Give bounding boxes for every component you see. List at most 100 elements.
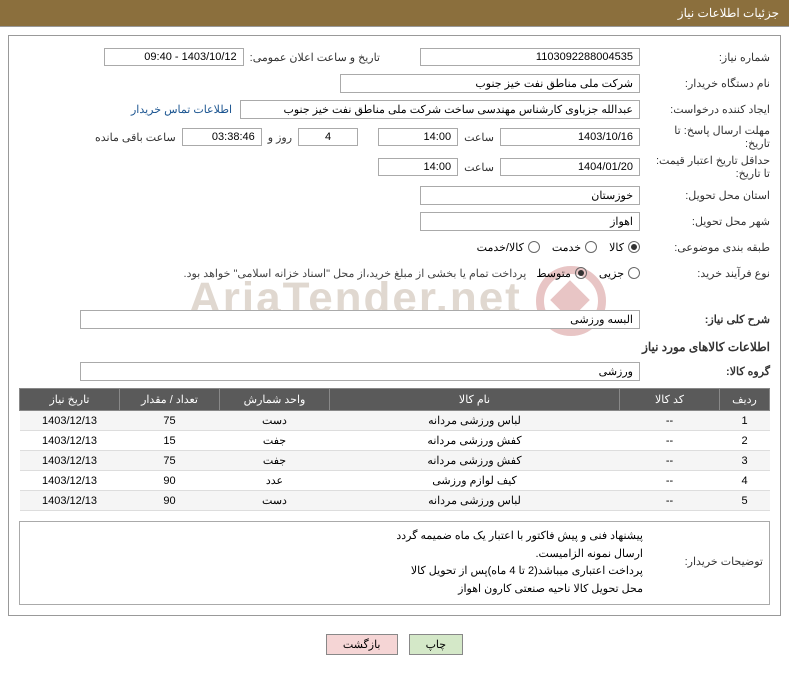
days-suffix: روز و xyxy=(268,131,292,144)
th-code: کد کالا xyxy=(620,389,720,411)
desc-line-3: پرداخت اعتباری میباشد(2 تا 4 ماه)پس از ت… xyxy=(26,563,643,581)
table-cell: کیف لوازم ورزشی xyxy=(330,471,620,491)
table-cell: 90 xyxy=(120,471,220,491)
table-row: 2--کفش ورزشی مردانهجفت151403/12/13 xyxy=(20,431,770,451)
table-cell: 75 xyxy=(120,451,220,471)
row-city: شهر محل تحویل: اهواز xyxy=(19,210,770,232)
need-number-field: 1103092288004535 xyxy=(420,48,640,66)
table-cell: -- xyxy=(620,451,720,471)
category-label: طبقه بندی موضوعی: xyxy=(640,241,770,254)
row-deadline: مهلت ارسال پاسخ: تا تاریخ: 1403/10/16 سا… xyxy=(19,124,770,150)
table-cell: 1403/12/13 xyxy=(20,451,120,471)
group-label: گروه کالا: xyxy=(640,365,770,378)
validity-time-field: 14:00 xyxy=(378,158,458,176)
desc-line-1: پیشنهاد فنی و پیش فاکتور با اعتبار یک ما… xyxy=(26,528,643,546)
th-qty: تعداد / مقدار xyxy=(120,389,220,411)
back-button[interactable]: بازگشت xyxy=(326,634,398,655)
table-cell: 5 xyxy=(720,491,770,511)
radio-khedmat-item[interactable]: خدمت xyxy=(552,241,597,254)
radio-khedmat[interactable] xyxy=(585,241,597,253)
table-cell: 4 xyxy=(720,471,770,491)
table-cell: دست xyxy=(220,491,330,511)
row-summary: شرح کلی نیاز: البسه ورزشی xyxy=(19,308,770,330)
table-cell: 1 xyxy=(720,411,770,431)
table-cell: -- xyxy=(620,491,720,511)
validity-date-field: 1404/01/20 xyxy=(500,158,640,176)
table-cell: عدد xyxy=(220,471,330,491)
radio-jozi-label: جزیی xyxy=(599,267,624,280)
goods-section-title: اطلاعات کالاهای مورد نیاز xyxy=(19,340,770,354)
requester-label: ایجاد کننده درخواست: xyxy=(640,103,770,116)
table-row: 5--لباس ورزشی مردانهدست901403/12/13 xyxy=(20,491,770,511)
city-field: اهواز xyxy=(420,212,640,231)
print-button[interactable]: چاپ xyxy=(409,634,464,655)
deadline-label: مهلت ارسال پاسخ: تا تاریخ: xyxy=(640,124,770,150)
province-label: استان محل تحویل: xyxy=(640,189,770,202)
remain-suffix: ساعت باقی مانده xyxy=(95,131,176,144)
table-cell: -- xyxy=(620,431,720,451)
row-province: استان محل تحویل: خوزستان xyxy=(19,184,770,206)
summary-label: شرح کلی نیاز: xyxy=(640,313,770,326)
process-note: پرداخت تمام یا بخشی از مبلغ خرید،از محل … xyxy=(184,267,527,280)
summary-field: البسه ورزشی xyxy=(80,310,640,329)
table-header-row: ردیف کد کالا نام کالا واحد شمارش تعداد /… xyxy=(20,389,770,411)
table-row: 3--کفش ورزشی مردانهجفت751403/12/13 xyxy=(20,451,770,471)
radio-kala-khedmat[interactable] xyxy=(528,241,540,253)
row-buyer-org: نام دستگاه خریدار: شرکت ملی مناطق نفت خی… xyxy=(19,72,770,94)
table-cell: -- xyxy=(620,471,720,491)
validity-label: حداقل تاریخ اعتبار قیمت: تا تاریخ: xyxy=(640,154,770,180)
table-cell: دست xyxy=(220,411,330,431)
province-field: خوزستان xyxy=(420,186,640,205)
table-cell: 75 xyxy=(120,411,220,431)
radio-motevasset-label: متوسط xyxy=(536,267,571,280)
radio-jozi-item[interactable]: جزیی xyxy=(599,267,640,280)
table-cell: 1403/12/13 xyxy=(20,471,120,491)
table-cell: جفت xyxy=(220,431,330,451)
page-header: جزئیات اطلاعات نیاز xyxy=(0,0,789,27)
row-process: نوع فرآیند خرید: جزیی متوسط پرداخت تمام … xyxy=(19,262,770,284)
table-row: 1--لباس ورزشی مردانهدست751403/12/13 xyxy=(20,411,770,431)
table-cell: کفش ورزشی مردانه xyxy=(330,451,620,471)
need-number-label: شماره نیاز: xyxy=(640,51,770,64)
radio-motevasset[interactable] xyxy=(575,267,587,279)
radio-khedmat-label: خدمت xyxy=(552,241,581,254)
desc-line-4: محل تحویل کالا ناحیه صنعتی کارون اهواز xyxy=(26,581,643,599)
table-cell: 90 xyxy=(120,491,220,511)
radio-kala[interactable] xyxy=(628,241,640,253)
contact-link[interactable]: اطلاعات تماس خریدار xyxy=(131,103,232,116)
table-cell: لباس ورزشی مردانه xyxy=(330,411,620,431)
radio-kala-label: کالا xyxy=(609,241,624,254)
table-cell: 15 xyxy=(120,431,220,451)
button-row: چاپ بازگشت xyxy=(0,624,789,665)
radio-motevasset-item[interactable]: متوسط xyxy=(536,267,587,280)
buyer-org-field: شرکت ملی مناطق نفت خیز جنوب xyxy=(340,74,640,93)
radio-kala-khedmat-label: کالا/خدمت xyxy=(477,241,524,254)
radio-jozi[interactable] xyxy=(628,267,640,279)
row-category: طبقه بندی موضوعی: کالا خدمت کالا/خدمت xyxy=(19,236,770,258)
days-field: 4 xyxy=(298,128,358,146)
radio-kala-khedmat-item[interactable]: کالا/خدمت xyxy=(477,241,540,254)
table-cell: -- xyxy=(620,411,720,431)
deadline-date-field: 1403/10/16 xyxy=(500,128,640,146)
goods-table: ردیف کد کالا نام کالا واحد شمارش تعداد /… xyxy=(19,388,770,511)
row-need-number: شماره نیاز: 1103092288004535 تاریخ و ساع… xyxy=(19,46,770,68)
buyer-org-label: نام دستگاه خریدار: xyxy=(640,77,770,90)
content-panel: AriaTender.net شماره نیاز: 1103092288004… xyxy=(8,35,781,616)
group-field: ورزشی xyxy=(80,362,640,381)
th-date: تاریخ نیاز xyxy=(20,389,120,411)
category-radio-group: کالا خدمت کالا/خدمت xyxy=(477,241,640,254)
deadline-time-field: 14:00 xyxy=(378,128,458,146)
table-cell: کفش ورزشی مردانه xyxy=(330,431,620,451)
table-cell: 1403/12/13 xyxy=(20,411,120,431)
table-cell: لباس ورزشی مردانه xyxy=(330,491,620,511)
description-label: توضیحات خریدار: xyxy=(643,528,763,598)
radio-kala-item[interactable]: کالا xyxy=(609,241,640,254)
requester-field: عبدالله جزباوی کارشناس مهندسی ساخت شرکت … xyxy=(240,100,640,119)
time-label-1: ساعت xyxy=(464,131,494,144)
table-cell: 3 xyxy=(720,451,770,471)
city-label: شهر محل تحویل: xyxy=(640,215,770,228)
th-unit: واحد شمارش xyxy=(220,389,330,411)
th-row: ردیف xyxy=(720,389,770,411)
announce-field: 1403/10/12 - 09:40 xyxy=(104,48,244,66)
row-requester: ایجاد کننده درخواست: عبدالله جزباوی کارش… xyxy=(19,98,770,120)
